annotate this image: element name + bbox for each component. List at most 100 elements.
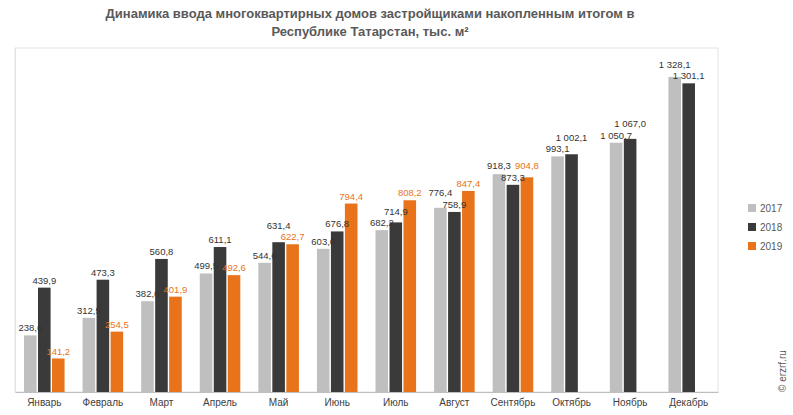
bar [286, 244, 299, 392]
legend-swatch [748, 242, 756, 250]
x-tick-label: Октябрь [552, 397, 591, 408]
data-label: 1 067,0 [614, 118, 646, 129]
x-tick: Октябрь [552, 392, 591, 408]
x-tick-label: Март [149, 397, 173, 408]
x-tick: Июль [383, 392, 409, 408]
y-axis [15, 49, 16, 393]
data-label: 622,7 [281, 231, 305, 242]
x-tick: Январь [27, 392, 61, 408]
data-label: 141,2 [46, 346, 70, 357]
data-label: 439,9 [32, 275, 56, 286]
data-label: 544,6 [253, 250, 277, 261]
x-tick-label: Август [439, 397, 470, 408]
data-label: 808,2 [398, 187, 422, 198]
x-tick: Февраль [83, 392, 124, 408]
bar [272, 242, 285, 392]
bar [448, 212, 461, 392]
x-tick-label: Декабрь [669, 397, 708, 408]
bar [331, 231, 344, 392]
data-label: 560,8 [150, 246, 174, 257]
x-axis: Январь Февраль Март Апрель Май Июнь Июль Август… [16, 392, 719, 408]
data-labels: 238,6 312,5 382,6 499,5 544,6 603,6 682,2 776,4… [18, 59, 704, 357]
bar [97, 280, 110, 392]
bar [668, 77, 681, 392]
bar [462, 191, 475, 392]
bar [403, 200, 416, 392]
x-tick: Сентябрь [491, 392, 536, 408]
bar [258, 263, 271, 392]
data-label: 631,4 [267, 220, 291, 231]
y-axis-line [15, 49, 16, 393]
bar [24, 335, 37, 392]
data-label: 499,5 [194, 260, 218, 271]
x-axis-line [16, 392, 719, 393]
bar [521, 177, 534, 392]
x-tick-label: Февраль [83, 397, 124, 408]
bar [83, 318, 96, 392]
x-tick-label: Июль [383, 397, 409, 408]
bar [682, 83, 695, 392]
chart: Динамика ввода многоквартирных домов зас… [0, 0, 793, 415]
legend-swatch [748, 204, 756, 212]
bar [507, 185, 520, 392]
bar [610, 143, 623, 392]
data-label: 993,1 [546, 143, 570, 154]
data-label: 904,8 [515, 160, 539, 171]
plot-frame [15, 48, 718, 392]
data-label: 312,5 [77, 305, 101, 316]
data-label: 776,4 [428, 187, 452, 198]
bar [228, 275, 241, 392]
bar [52, 359, 65, 392]
bar [565, 154, 578, 392]
data-label: 1 301,1 [673, 70, 705, 81]
bar [155, 259, 168, 392]
title-line: Динамика ввода многоквартирных домов зас… [106, 6, 635, 21]
watermark: © erzrf.ru [777, 350, 788, 392]
x-tick-label: Январь [27, 397, 61, 408]
x-tick: Май [269, 392, 289, 408]
data-label: 847,4 [456, 178, 480, 189]
x-tick-label: Ноябрь [613, 397, 648, 408]
bar [624, 139, 637, 392]
bar [141, 301, 154, 392]
data-label: 682,2 [370, 217, 394, 228]
data-label: 1 050,7 [600, 130, 632, 141]
bar [389, 222, 402, 392]
data-label: 676,8 [325, 218, 349, 229]
data-label: 918,3 [487, 160, 511, 171]
x-tick: Ноябрь [613, 392, 648, 408]
x-tick-label: Сентябрь [491, 397, 536, 408]
data-label: 254,5 [105, 319, 129, 330]
data-label: 1 002,1 [556, 132, 588, 143]
data-label: 873,3 [501, 172, 525, 183]
bar [111, 332, 124, 392]
legend: 2017 2018 2019 [748, 203, 783, 252]
data-label: 382,6 [136, 288, 160, 299]
bar [200, 273, 213, 392]
data-label: 611,1 [209, 234, 232, 245]
bar [38, 288, 51, 392]
x-tick-label: Май [269, 397, 289, 408]
data-label: 401,9 [164, 284, 188, 295]
title-line: Республике Татарстан, тыс. м² [271, 24, 469, 39]
data-label: 238,6 [18, 322, 42, 333]
bar [551, 156, 564, 392]
x-tick: Апрель [203, 392, 237, 408]
data-label: 714,9 [384, 206, 408, 217]
data-label: 492,6 [222, 262, 246, 273]
data-label: 603,6 [311, 236, 335, 247]
legend-label: 2017 [760, 203, 783, 214]
bar [493, 174, 506, 392]
x-tick: Июнь [324, 392, 349, 408]
legend-swatch [748, 223, 756, 231]
data-label: 1 328,1 [659, 59, 691, 70]
title: Динамика ввода многоквартирных домов зас… [106, 6, 635, 39]
bar [169, 297, 182, 392]
legend-label: 2019 [760, 241, 783, 252]
x-tick: Август [439, 392, 470, 408]
bar [434, 208, 447, 392]
legend-label: 2018 [760, 222, 783, 233]
bars [24, 77, 695, 392]
x-tick: Декабрь [669, 392, 708, 408]
x-tick: Март [149, 392, 173, 408]
